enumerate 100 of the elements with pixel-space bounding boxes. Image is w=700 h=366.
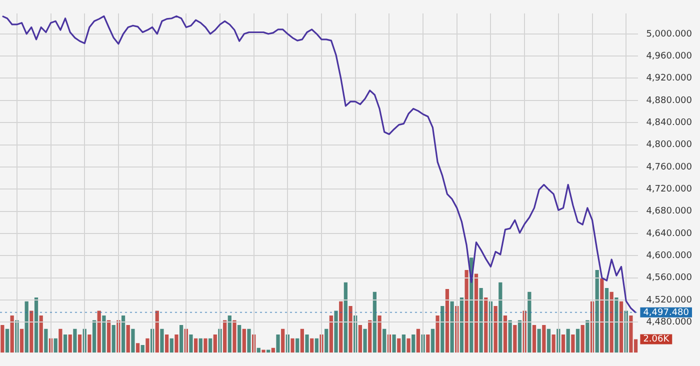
bar [460, 298, 464, 353]
bar [30, 310, 34, 353]
bar [126, 325, 130, 353]
bar [204, 338, 208, 353]
bar [232, 320, 236, 353]
ref-line-label: 4,497.480 [643, 308, 690, 318]
bar [5, 328, 10, 353]
bar [358, 325, 362, 353]
bar [484, 298, 488, 353]
bar [68, 334, 72, 353]
y-tick-label: 4,520.000 [646, 295, 692, 306]
bar [170, 338, 174, 353]
bar [102, 316, 106, 353]
bar [39, 316, 43, 353]
bar [542, 325, 546, 353]
bar [198, 338, 202, 353]
bar [513, 325, 517, 353]
bar [136, 343, 140, 353]
bar [97, 310, 101, 353]
y-tick-label: 4,800.000 [646, 140, 692, 150]
bar [106, 320, 111, 353]
bar [329, 316, 333, 353]
bar [619, 301, 624, 353]
bar [92, 320, 96, 353]
bar [363, 328, 367, 353]
bar [339, 301, 343, 353]
y-tick-label: 4,680.000 [646, 206, 692, 217]
bar [140, 345, 144, 353]
bar [508, 320, 512, 353]
bar [334, 310, 338, 353]
bar [595, 270, 599, 353]
bar [348, 306, 352, 353]
bar [464, 270, 468, 353]
bar [474, 274, 478, 353]
bar [310, 338, 314, 353]
y-tick-label: 4,760.000 [646, 162, 692, 172]
y-tick-label: 4,640.000 [646, 228, 692, 239]
bar [262, 350, 266, 353]
bar [566, 328, 570, 353]
bar [372, 292, 377, 353]
bar [88, 334, 92, 353]
y-tick-label: 4,880.000 [646, 96, 692, 106]
annotation: 2.06K [643, 334, 670, 345]
bar [614, 298, 618, 353]
bar [247, 328, 251, 353]
bar [445, 288, 450, 353]
bar [436, 316, 440, 353]
bar [368, 320, 372, 353]
bar [397, 338, 401, 353]
bar [20, 328, 24, 353]
bar [586, 320, 590, 353]
bar [440, 306, 444, 353]
bar [58, 328, 62, 353]
bar [213, 334, 217, 353]
bar [155, 310, 159, 353]
bar [382, 328, 386, 353]
bar [450, 301, 454, 353]
bar [532, 325, 536, 353]
bar [78, 334, 82, 353]
bar [571, 334, 575, 353]
bar [238, 325, 242, 353]
bar [174, 334, 178, 353]
y-tick-label: 4,560.000 [646, 273, 692, 284]
bar [131, 328, 135, 353]
y-tick-label: 4,840.000 [646, 118, 692, 128]
bar [324, 328, 328, 353]
bar [160, 328, 164, 353]
y-tick-label: 5,000.000 [646, 29, 692, 40]
bar [392, 334, 396, 353]
bar [604, 288, 609, 353]
bar [576, 328, 580, 353]
bar [305, 334, 309, 353]
bar [378, 316, 382, 353]
y-tick-label: 4,720.000 [646, 184, 692, 194]
bar [189, 334, 193, 353]
bar [528, 292, 532, 353]
bar [344, 282, 348, 353]
bar [194, 338, 198, 353]
bar [63, 334, 68, 353]
bar [276, 334, 280, 353]
bar [580, 325, 584, 353]
bar [0, 325, 4, 353]
y-tick-label: 4,960.000 [646, 51, 692, 62]
bar [494, 306, 498, 353]
bar [296, 338, 300, 353]
bar [44, 328, 48, 353]
bar [479, 288, 483, 353]
bar [164, 334, 169, 353]
bar [34, 298, 38, 353]
bar [416, 328, 420, 353]
y-tick-label: 4,600.000 [646, 250, 692, 261]
bar [610, 292, 614, 353]
bar [223, 320, 227, 353]
bar [256, 348, 260, 353]
bar [503, 316, 508, 353]
bar [179, 325, 184, 353]
y-tick-label: 4,920.000 [646, 74, 692, 84]
bar [300, 328, 304, 353]
bar [412, 334, 416, 353]
bar [546, 328, 551, 353]
